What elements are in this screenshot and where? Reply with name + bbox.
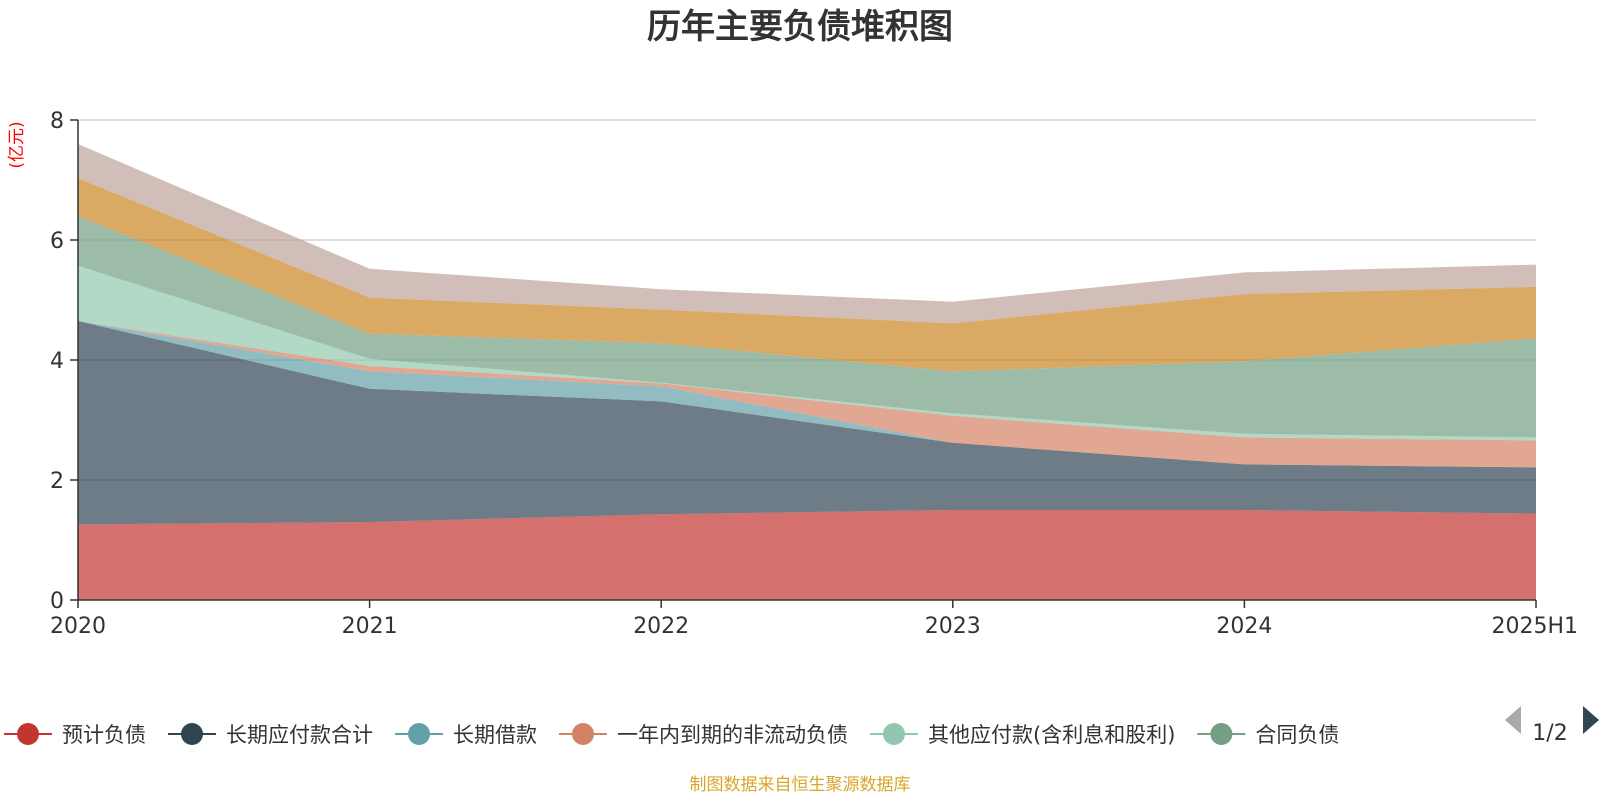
legend-label: 一年内到期的非流动负债 <box>617 723 848 747</box>
legend-circle-marker <box>1210 723 1233 745</box>
area-series-1[interactable] <box>78 321 1536 525</box>
legend-label: 预计负债 <box>62 723 146 747</box>
legend: 预计负债 长期应付款合计 长期借款 一年内到期的非流动负债 其他应付款(含利息和股利) 合… <box>4 723 1339 747</box>
area-series-6[interactable] <box>78 178 1536 372</box>
y-tick-label: 8 <box>50 109 64 134</box>
legend-label: 其他应付款(含利息和股利) <box>928 723 1175 747</box>
legend-circle-marker <box>883 723 905 745</box>
legend-page-indicator: 1/2 <box>1532 721 1567 746</box>
y-tick-label: 4 <box>50 349 64 374</box>
legend-item[interactable]: 一年内到期的非流动负债 <box>559 723 848 747</box>
y-tick-label: 2 <box>50 469 64 494</box>
legend-item[interactable]: 预计负债 <box>4 723 146 747</box>
x-tick-label: 2024 <box>1216 614 1272 639</box>
axes: 0 2 4 6 8 2020 2021 2022 2023 2024 2025H1 <box>50 109 1578 639</box>
legend-pager: 1/2 <box>1505 706 1599 746</box>
legend-item[interactable]: 长期借款 <box>395 723 537 747</box>
legend-label: 合同负债 <box>1255 723 1339 747</box>
x-tick-label: 2023 <box>925 614 981 639</box>
legend-item[interactable]: 其他应付款(含利息和股利) <box>870 723 1175 747</box>
area-series-3[interactable] <box>78 321 1536 468</box>
area-series-5[interactable] <box>78 216 1536 438</box>
y-tick-label: 0 <box>50 589 64 614</box>
x-tick-label: 2021 <box>342 614 398 639</box>
x-tick-label: 2022 <box>633 614 689 639</box>
legend-circle-marker <box>17 723 39 745</box>
legend-next-page-icon[interactable] <box>1583 706 1599 734</box>
x-tick-label: 2025H1 <box>1491 614 1578 639</box>
area-series-group <box>78 144 1536 600</box>
legend-label: 长期借款 <box>453 723 537 747</box>
legend-item[interactable]: 合同负债 <box>1197 723 1339 747</box>
x-tick-label: 2020 <box>50 614 106 639</box>
legend-item[interactable]: 长期应付款合计 <box>168 723 373 747</box>
legend-circle-marker <box>408 723 430 745</box>
area-series-0[interactable] <box>78 510 1536 600</box>
legend-circle-marker <box>181 723 203 745</box>
legend-circle-marker <box>572 723 594 745</box>
data-source-note: 制图数据来自恒生聚源数据库 <box>690 775 911 795</box>
area-series-7[interactable] <box>78 144 1536 324</box>
chart-title: 历年主要负债堆积图 <box>647 7 953 47</box>
legend-prev-page-icon[interactable] <box>1505 706 1521 734</box>
y-tick-label: 6 <box>50 229 64 254</box>
legend-label: 长期应付款合计 <box>226 723 373 747</box>
y-axis-unit-label: (亿元) <box>7 121 27 168</box>
